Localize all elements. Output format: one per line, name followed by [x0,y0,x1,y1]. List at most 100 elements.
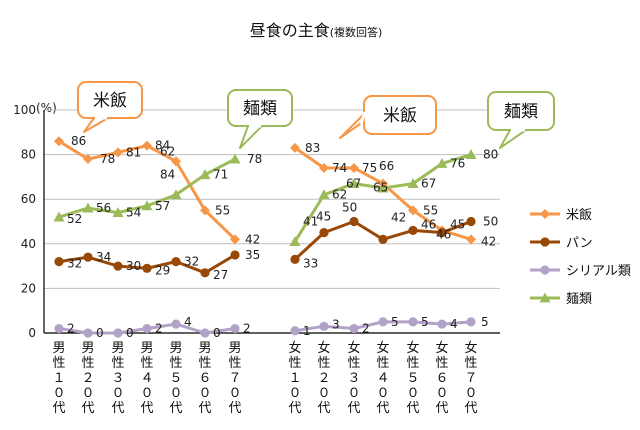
category-label-g0-3: 男性４０代 [140,341,153,416]
data-label-米飯-g0-0: 86 [71,134,86,148]
data-label-麺類-g0-1: 56 [96,201,111,215]
point-パン-g1-5 [437,228,447,238]
category-label-g0-6: 男性７０代 [228,341,241,416]
point-麺類-g0-1 [82,202,94,213]
point-米飯-g0-1 [83,154,93,165]
data-label-米飯-g1-2: 75 [362,161,377,175]
data-label-パン-g1-6: 50 [483,215,498,229]
point-麺類-g0-2 [112,207,124,217]
point-シリアル類-g1-4 [408,317,418,327]
legend-label-3: 麺類 [566,292,592,307]
data-label-パン-g0-2: 30 [126,259,141,273]
point-シリアル類-g1-3 [378,317,388,327]
data-label-麺類-g0-4: 84 [160,168,175,182]
data-label-米飯-g0-6: 42 [245,232,260,246]
point-麺類-g0-3 [141,200,153,211]
point-米飯-g1-6 [466,234,476,245]
data-label-米飯-g1-5: 46 [436,227,451,241]
data-label-シリアル類-g1-4: 5 [421,315,429,329]
callout-0: 米飯 [77,81,143,133]
data-label-米飯-g0-2: 81 [126,145,141,159]
legend-marker-2 [540,265,550,275]
data-label-麺類-g1-4: 67 [421,177,436,191]
point-米飯-g1-2 [349,162,359,173]
point-パン-g0-6 [230,250,240,260]
data-label-麺類-g1-1: 62 [332,188,347,202]
gridlines [44,109,500,289]
point-米飯-g0-6 [230,234,240,245]
legend-item-3: 麺類 [530,292,592,307]
point-シリアル類-g1-1 [319,321,329,331]
data-label-麺類-g0-2: 54 [126,206,141,220]
point-シリアル類-g1-6 [466,317,476,327]
data-label-米飯-g0-3: 84 [155,139,170,153]
data-label-シリアル類-g1-1: 3 [332,317,340,331]
category-label-g1-5: 女性６０代 [435,340,448,416]
category-label-g0-4: 男性５０代 [169,341,182,416]
category-label-g1-0: 女性１０代 [288,340,301,416]
callout-text-1: 麺類 [243,99,277,119]
series-layer [53,136,477,338]
data-label-米飯-g0-1: 78 [100,152,115,166]
point-麺類-g1-5 [436,158,448,168]
callout-text-2: 米飯 [383,106,417,126]
chart-subtitle: (複数回答) [330,25,383,39]
data-label-麺類-g1-0: 41 [303,215,318,229]
point-シリアル類-g1-0 [290,326,300,336]
callout-2: 米飯 [339,95,437,139]
point-米飯-g0-0 [54,136,64,147]
category-label-g0-2: 男性３０代 [111,341,124,416]
category-label-g1-2: 女性３０代 [347,340,360,416]
data-label-麺類-g1-2: 67 [346,177,361,191]
data-label-シリアル類-g1-2: 2 [362,322,370,336]
data-label-パン-g1-4: 46 [421,217,436,231]
data-label-麺類-g1-5: 76 [450,157,465,171]
data-label-パン-g1-1: 45 [316,210,331,224]
y-tick-label-40: 40 [21,237,36,251]
data-label-シリアル類-g1-6: 5 [481,315,489,329]
point-シリアル類-g0-1 [83,328,93,338]
point-パン-g1-2 [349,216,359,227]
point-シリアル類-g1-5 [437,319,447,329]
y-tick-label-80: 80 [21,148,36,162]
legend-label-0: 米飯 [566,208,592,223]
y-tick-label-60: 60 [21,192,36,206]
point-パン-g1-1 [319,228,329,238]
data-label-麺類-g1-3: 66 [379,159,394,173]
point-麺類-g1-0 [289,236,301,246]
point-パン-g1-3 [378,234,388,244]
point-シリアル類-g0-5 [200,328,210,338]
point-麺類-g1-1 [318,189,330,200]
legend-item-2: シリアル類 [530,264,631,279]
data-label-パン-g1-5: 45 [450,218,465,232]
legend-label-1: パン [566,236,593,251]
point-麺類-g1-4 [407,178,419,188]
point-米飯-g0-5 [200,205,210,216]
callout-tail-2 [339,111,367,139]
series-パン-g0 [54,250,240,278]
data-label-麺類-g1-6: 80 [483,148,498,162]
point-パン-g0-4 [171,257,181,267]
category-label-g0-0: 男性１０代 [52,341,65,416]
point-シリアル類-g0-6 [230,323,240,334]
data-label-シリアル類-g0-2: 0 [126,326,134,340]
data-label-パン-g0-4: 32 [184,255,199,269]
data-label-パン-g0-6: 35 [245,248,260,262]
point-シリアル類-g0-3 [142,323,152,334]
callout-text-3: 麺類 [504,102,538,122]
category-label-g1-1: 女性２０代 [317,340,330,416]
point-パン-g0-3 [142,263,152,273]
category-label-g1-4: 女性５０代 [406,340,419,416]
legend-item-1: パン [530,236,593,251]
point-シリアル類-g0-0 [54,323,64,334]
point-パン-g1-4 [408,225,418,236]
data-label-シリアル類-g0-5: 0 [213,326,221,340]
point-麺類-g0-0 [53,211,65,222]
callout-tail-0 [83,117,109,133]
chart-title: 昼食の主食(複数回答) [250,21,383,40]
point-米飯-g0-4 [171,156,181,167]
data-label-麺類-g0-3: 57 [155,199,170,213]
chart-title-main: 昼食の主食 [250,21,330,40]
point-米飯-g1-4 [408,205,418,216]
